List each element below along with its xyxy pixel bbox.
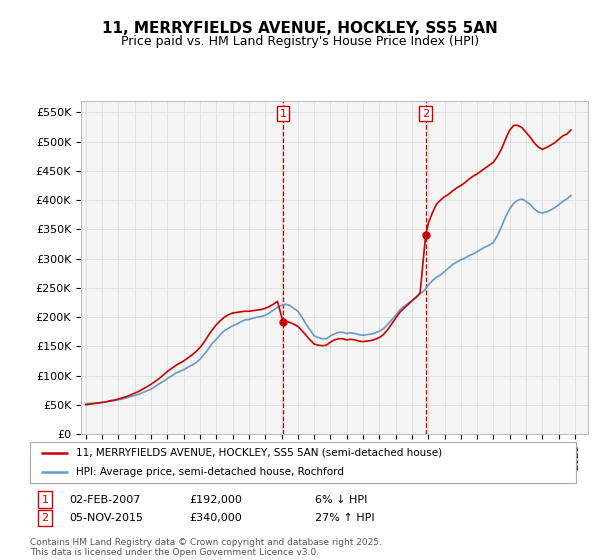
Text: 05-NOV-2015: 05-NOV-2015 — [69, 513, 143, 523]
Text: Contains HM Land Registry data © Crown copyright and database right 2025.
This d: Contains HM Land Registry data © Crown c… — [30, 538, 382, 557]
Text: HPI: Average price, semi-detached house, Rochford: HPI: Average price, semi-detached house,… — [76, 467, 344, 477]
Text: 11, MERRYFIELDS AVENUE, HOCKLEY, SS5 5AN (semi-detached house): 11, MERRYFIELDS AVENUE, HOCKLEY, SS5 5AN… — [76, 448, 443, 458]
Text: £340,000: £340,000 — [189, 513, 242, 523]
Text: 27% ↑ HPI: 27% ↑ HPI — [315, 513, 374, 523]
Text: 11, MERRYFIELDS AVENUE, HOCKLEY, SS5 5AN: 11, MERRYFIELDS AVENUE, HOCKLEY, SS5 5AN — [102, 21, 498, 36]
FancyBboxPatch shape — [30, 442, 576, 483]
Text: 6% ↓ HPI: 6% ↓ HPI — [315, 494, 367, 505]
Text: 1: 1 — [41, 494, 49, 505]
Text: 02-FEB-2007: 02-FEB-2007 — [69, 494, 140, 505]
Text: 2: 2 — [422, 109, 429, 119]
Text: £192,000: £192,000 — [189, 494, 242, 505]
Text: 2: 2 — [41, 513, 49, 523]
Text: 1: 1 — [280, 109, 286, 119]
Text: Price paid vs. HM Land Registry's House Price Index (HPI): Price paid vs. HM Land Registry's House … — [121, 35, 479, 48]
